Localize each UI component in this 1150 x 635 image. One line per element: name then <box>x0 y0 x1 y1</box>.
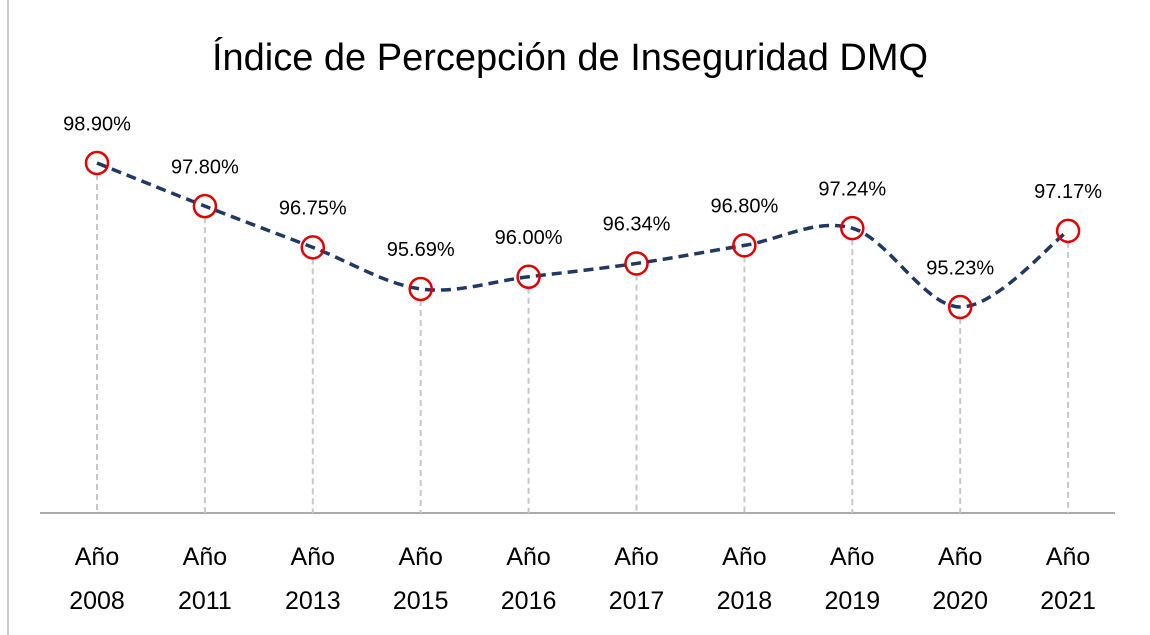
marker <box>84 150 110 176</box>
x-tick-label: Año 2015 <box>392 543 449 615</box>
data-label: 95.69% <box>387 239 455 261</box>
data-label: 97.24% <box>818 178 886 200</box>
marker <box>192 193 218 219</box>
data-label: 96.00% <box>495 227 563 249</box>
x-tick-label: Año 2016 <box>500 543 557 615</box>
data-label: 95.23% <box>926 257 994 279</box>
marker <box>516 264 541 290</box>
marker <box>300 235 326 260</box>
x-tick-label: Año 2013 <box>284 543 341 615</box>
marker <box>1055 218 1081 244</box>
marker <box>732 233 757 258</box>
x-tick-label: Año 2019 <box>824 543 881 615</box>
data-label: 96.34% <box>603 214 671 236</box>
x-tick-label: Año 2017 <box>608 543 665 615</box>
data-label: 97.80% <box>171 156 239 178</box>
marker <box>947 294 973 320</box>
data-label: 98.90% <box>63 113 131 135</box>
x-tick-label: Año 2011 <box>178 543 232 615</box>
marker <box>840 215 865 241</box>
data-label: 97.17% <box>1034 181 1102 203</box>
line-series <box>96 161 1070 309</box>
x-tick-label: Año 2018 <box>716 543 773 615</box>
x-tick-label: Año 2021 <box>1040 543 1096 615</box>
marker <box>624 251 649 276</box>
x-tick-label: Año 2008 <box>69 543 125 615</box>
data-label: 96.80% <box>710 196 778 218</box>
x-tick-label: Año 2020 <box>932 543 988 615</box>
marker <box>408 276 433 302</box>
data-label: 96.75% <box>279 198 347 220</box>
chart-title: Índice de Percepción de Inseguridad DMQ <box>212 36 928 79</box>
